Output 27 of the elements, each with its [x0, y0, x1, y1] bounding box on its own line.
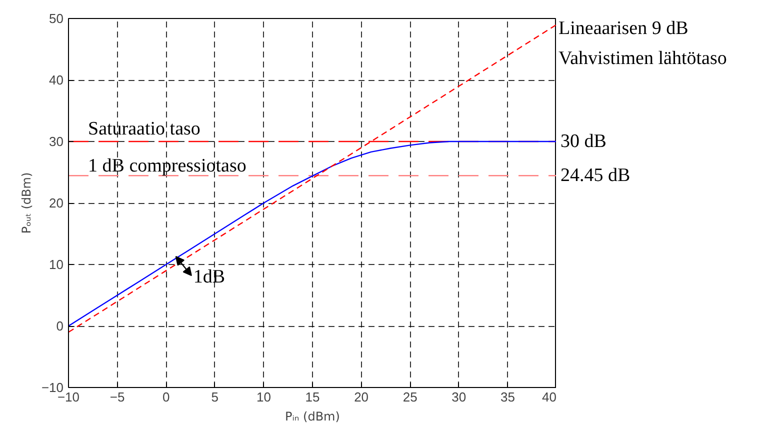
y-tick-label: −10 [41, 380, 64, 395]
annotation: Saturaatio taso [88, 118, 200, 140]
y-tick-label: 10 [49, 257, 64, 272]
x-tick-label: 15 [305, 390, 320, 404]
annotation: 1 dB compressiotaso [88, 156, 246, 177]
y-tick-label: 0 [56, 318, 64, 334]
x-tick-label: 30 [452, 390, 466, 404]
y-tick-label: 20 [49, 196, 64, 210]
y-tick-label: 50 [49, 11, 64, 26]
text: Lineaarisen 9 dB [558, 18, 688, 39]
x-axis-title: Pᵢₙ (dBm) [285, 410, 340, 424]
ref-line-label: 24.45 dB [560, 165, 630, 186]
line-series [68, 140, 556, 327]
x-tick-label: 35 [500, 390, 515, 404]
y-axis-title: Pₒᵤₜ (dBm) [19, 172, 34, 234]
x-tick-label: 0 [162, 390, 170, 404]
x-tick-label: −5 [110, 390, 125, 404]
x-tick-label: 5 [211, 390, 219, 404]
x-tick-label: 40 [542, 390, 557, 404]
x-tick-label: 10 [256, 390, 271, 404]
y-tick-label: 30 [49, 134, 64, 149]
annotation: 1dB [193, 266, 226, 288]
y-tick-label: 40 [49, 72, 64, 88]
x-tick-label: 20 [354, 390, 369, 404]
ref-line-label: 30 dB [560, 131, 606, 152]
x-tick-label: 25 [402, 390, 418, 404]
text: Vahvistimen lähtötaso [558, 48, 727, 69]
